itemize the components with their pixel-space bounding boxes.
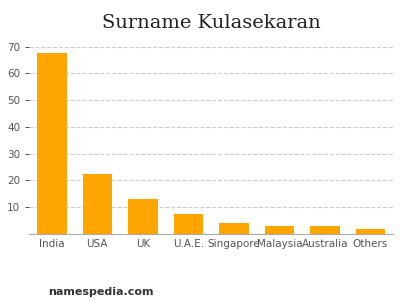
Bar <box>128 199 158 234</box>
Bar <box>82 174 112 234</box>
Text: namespedia.com: namespedia.com <box>48 287 154 297</box>
Bar <box>264 226 294 234</box>
Bar <box>219 223 249 234</box>
Bar <box>174 214 203 234</box>
Bar <box>310 226 340 234</box>
Bar <box>37 53 67 234</box>
Bar <box>356 229 385 234</box>
Title: Surname Kulasekaran: Surname Kulasekaran <box>102 14 320 32</box>
